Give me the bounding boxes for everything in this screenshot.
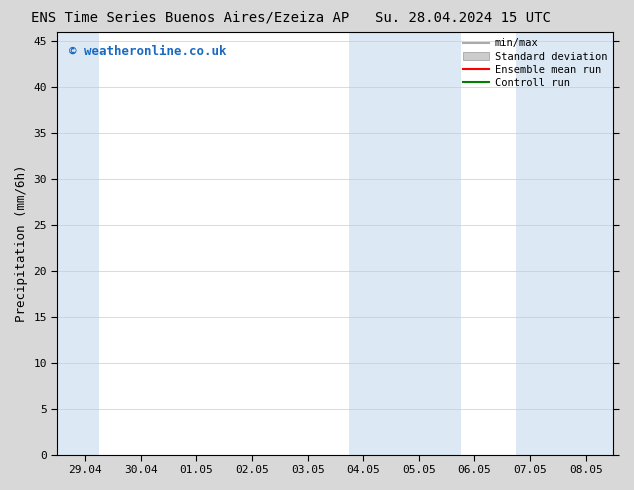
Y-axis label: Precipitation (mm/6h): Precipitation (mm/6h): [15, 165, 28, 322]
Text: Su. 28.04.2024 15 UTC: Su. 28.04.2024 15 UTC: [375, 11, 551, 25]
Bar: [516, 32, 614, 455]
Bar: [58, 32, 99, 455]
Text: ENS Time Series Buenos Aires/Ezeiza AP: ENS Time Series Buenos Aires/Ezeiza AP: [31, 11, 349, 25]
Text: © weatheronline.co.uk: © weatheronline.co.uk: [68, 45, 226, 58]
Legend: min/max, Standard deviation, Ensemble mean run, Controll run: min/max, Standard deviation, Ensemble me…: [459, 34, 611, 92]
Bar: [349, 32, 460, 455]
